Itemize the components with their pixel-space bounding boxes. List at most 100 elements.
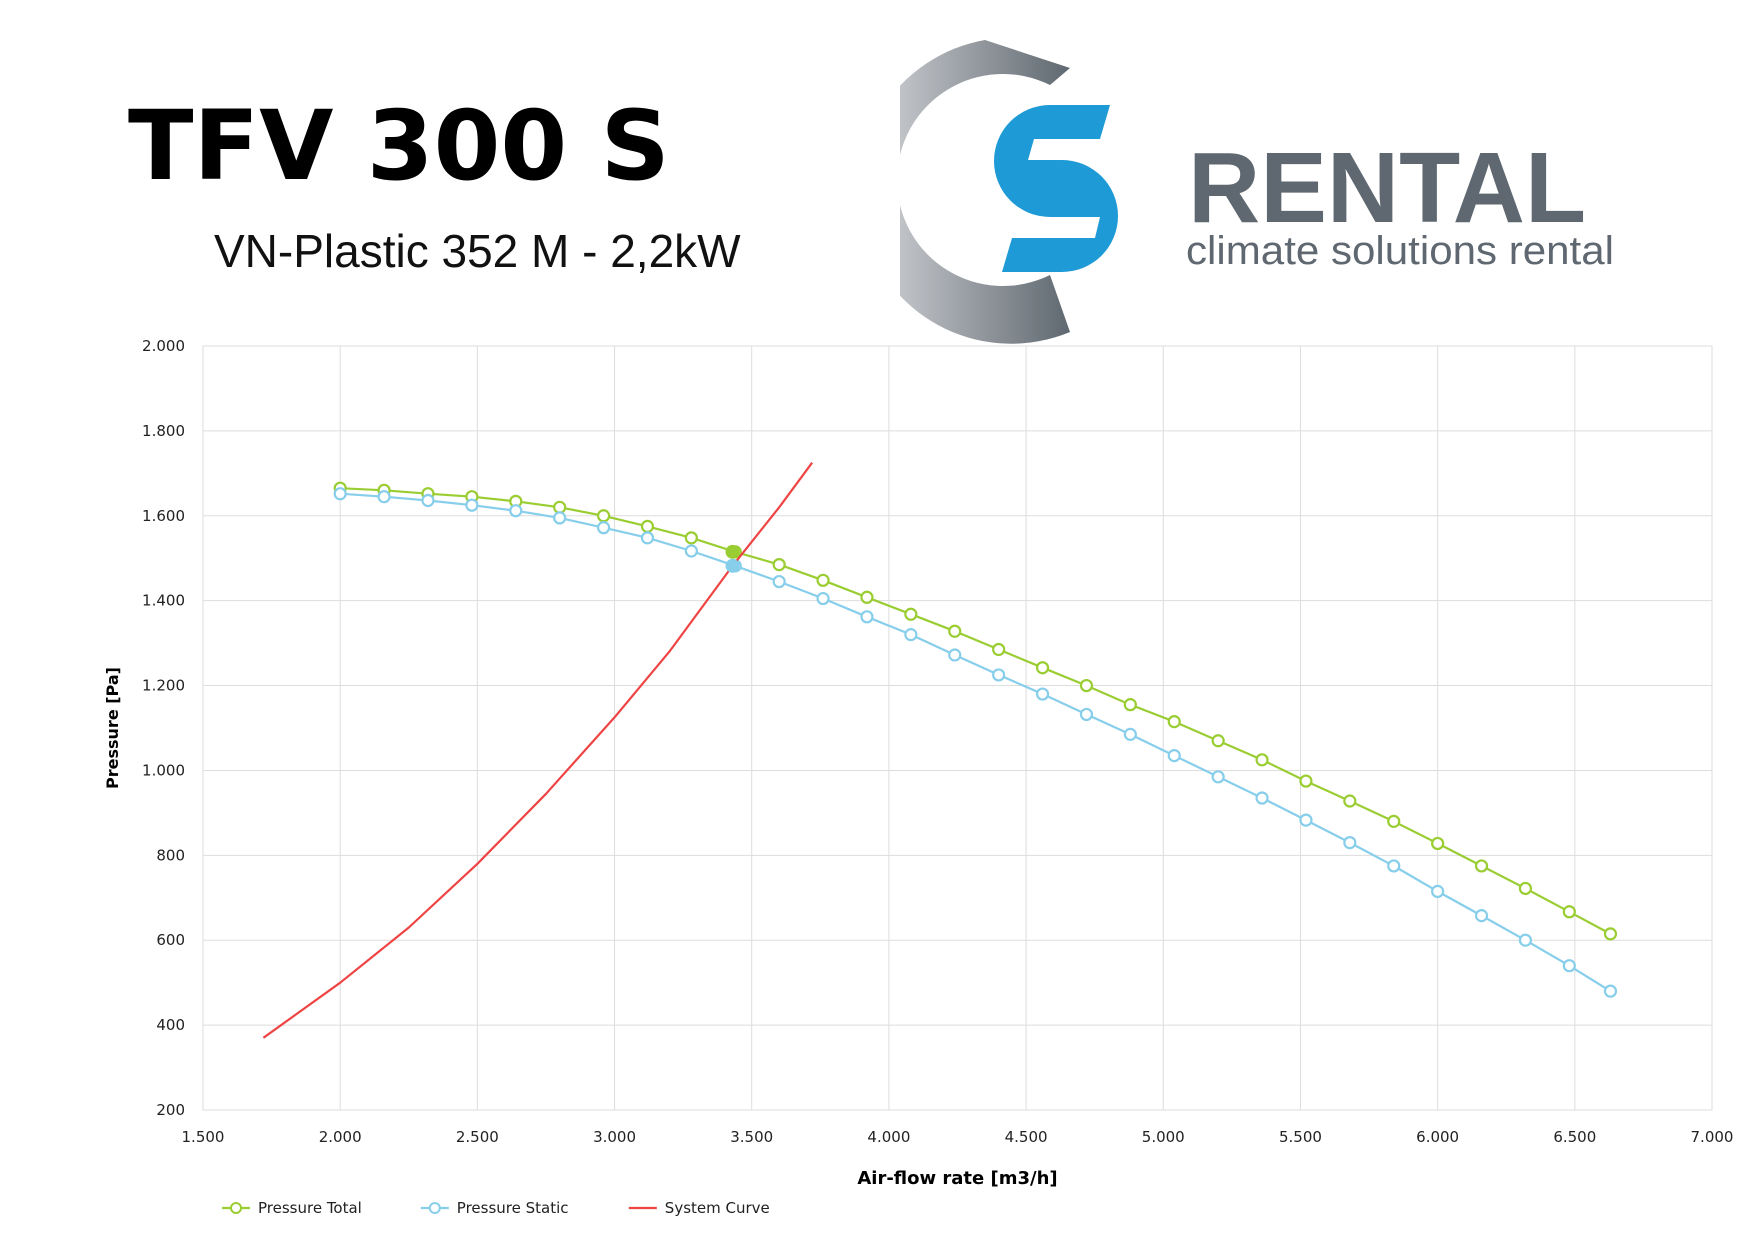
y-tick-label: 800 — [156, 846, 185, 864]
data-point — [992, 668, 1006, 682]
data-point — [1518, 933, 1533, 947]
logo-wordmark: RENTAL — [1188, 132, 1586, 244]
y-tick-label: 600 — [156, 931, 185, 949]
data-point — [1343, 835, 1357, 850]
y-tick-label: 2.000 — [142, 337, 185, 355]
data-point — [421, 493, 435, 508]
data-point — [640, 531, 655, 545]
x-tick-label: 4.500 — [1005, 1128, 1048, 1146]
series-pressure-total — [333, 481, 1618, 941]
data-point — [1123, 698, 1137, 712]
data-point — [1518, 881, 1533, 896]
y-tick-label: 1.200 — [142, 677, 185, 695]
data-point — [1035, 687, 1050, 701]
data-point — [1387, 814, 1401, 828]
legend-item: Pressure Total — [222, 1199, 362, 1217]
x-tick-label: 6.500 — [1553, 1128, 1596, 1146]
data-point — [509, 504, 523, 518]
series-system-curve — [262, 462, 813, 1039]
data-point — [816, 573, 830, 587]
data-point — [1255, 791, 1269, 805]
x-axis-ticks: 1.500 2.000 2.500 3.000 3.500 4.000 4.500 5.000… — [182, 1128, 1734, 1146]
data-point — [1035, 661, 1050, 675]
data-point — [1167, 748, 1181, 763]
data-point — [1299, 813, 1313, 827]
data-point — [596, 509, 611, 523]
page-title: TFV 300 S — [128, 90, 670, 202]
data-point — [1211, 770, 1225, 784]
y-tick-label: 1.600 — [142, 507, 185, 525]
data-point — [772, 574, 786, 589]
data-point — [684, 544, 698, 558]
data-point — [1431, 884, 1445, 899]
x-tick-label: 5.500 — [1279, 1128, 1322, 1146]
series-line — [262, 462, 813, 1039]
series-lines — [262, 462, 1618, 1039]
y-tick-label: 200 — [156, 1101, 185, 1119]
x-tick-label: 3.000 — [593, 1128, 636, 1146]
data-point — [1474, 859, 1489, 873]
data-point — [1123, 727, 1137, 741]
data-point — [1387, 859, 1401, 873]
data-point — [860, 610, 874, 624]
series-pressure-static — [333, 487, 1618, 998]
data-point — [1167, 715, 1181, 729]
x-tick-label: 1.500 — [182, 1128, 225, 1146]
x-axis-label: Air-flow rate [m3/h] — [857, 1168, 1057, 1189]
legend-label: Pressure Static — [457, 1199, 569, 1217]
y-tick-label: 1.000 — [142, 761, 185, 779]
fan-curve-chart: 200 400 600 800 1.000 1.200 1.400 1.600 1.800 2.0… — [103, 337, 1734, 1217]
data-point — [992, 642, 1006, 657]
series-line — [340, 492, 1612, 993]
legend-label: System Curve — [665, 1199, 770, 1217]
data-point — [553, 500, 567, 514]
y-tick-label: 1.800 — [142, 422, 185, 440]
data-point — [1211, 734, 1225, 748]
data-point — [1299, 774, 1313, 788]
data-point — [1562, 959, 1576, 973]
data-point — [1079, 678, 1094, 693]
data-point — [1562, 905, 1576, 919]
data-point — [1431, 836, 1445, 851]
data-point — [860, 590, 874, 604]
legend-item: Pressure Static — [420, 1199, 569, 1217]
data-point — [948, 624, 962, 638]
operating-point-total — [725, 544, 740, 559]
plot-frame — [202, 345, 1713, 1111]
logo-ring — [900, 40, 1070, 344]
data-point — [1079, 707, 1094, 722]
grid — [202, 345, 1713, 1111]
x-tick-label: 7.000 — [1691, 1128, 1734, 1146]
data-point — [1255, 753, 1269, 767]
data-point — [904, 607, 918, 621]
y-axis-ticks: 200 400 600 800 1.000 1.200 1.400 1.600 1.800 2.0… — [142, 337, 185, 1119]
y-tick-label: 400 — [156, 1016, 185, 1034]
data-point — [816, 591, 830, 606]
x-tick-label: 5.000 — [1142, 1128, 1185, 1146]
data-point — [333, 487, 347, 501]
data-point — [684, 531, 698, 545]
legend-label: Pressure Total — [258, 1199, 362, 1217]
company-logo: RENTAL climate solutions rental — [900, 40, 1614, 344]
data-point — [948, 648, 962, 662]
x-tick-label: 6.000 — [1416, 1128, 1459, 1146]
data-point — [1603, 927, 1618, 941]
y-axis-label: Pressure [Pa] — [103, 667, 122, 789]
data-point — [1603, 984, 1618, 998]
x-tick-label: 2.000 — [319, 1128, 362, 1146]
data-point — [1343, 794, 1357, 808]
data-point — [640, 519, 655, 533]
data-point — [553, 511, 567, 525]
series-line — [340, 487, 1612, 935]
logo-tagline: climate solutions rental — [1186, 229, 1614, 273]
data-point — [904, 628, 918, 642]
page-subtitle: VN-Plastic 352 M - 2,2kW — [214, 225, 741, 277]
data-point — [1474, 909, 1489, 923]
legend-item: System Curve — [628, 1199, 770, 1217]
y-tick-label: 1.400 — [142, 592, 185, 610]
data-point — [596, 521, 611, 535]
x-tick-label: 3.500 — [730, 1128, 773, 1146]
logo-s-mark — [994, 105, 1118, 272]
legend: Pressure Total Pressure Static System Curv… — [222, 1199, 770, 1217]
data-point — [377, 490, 391, 504]
